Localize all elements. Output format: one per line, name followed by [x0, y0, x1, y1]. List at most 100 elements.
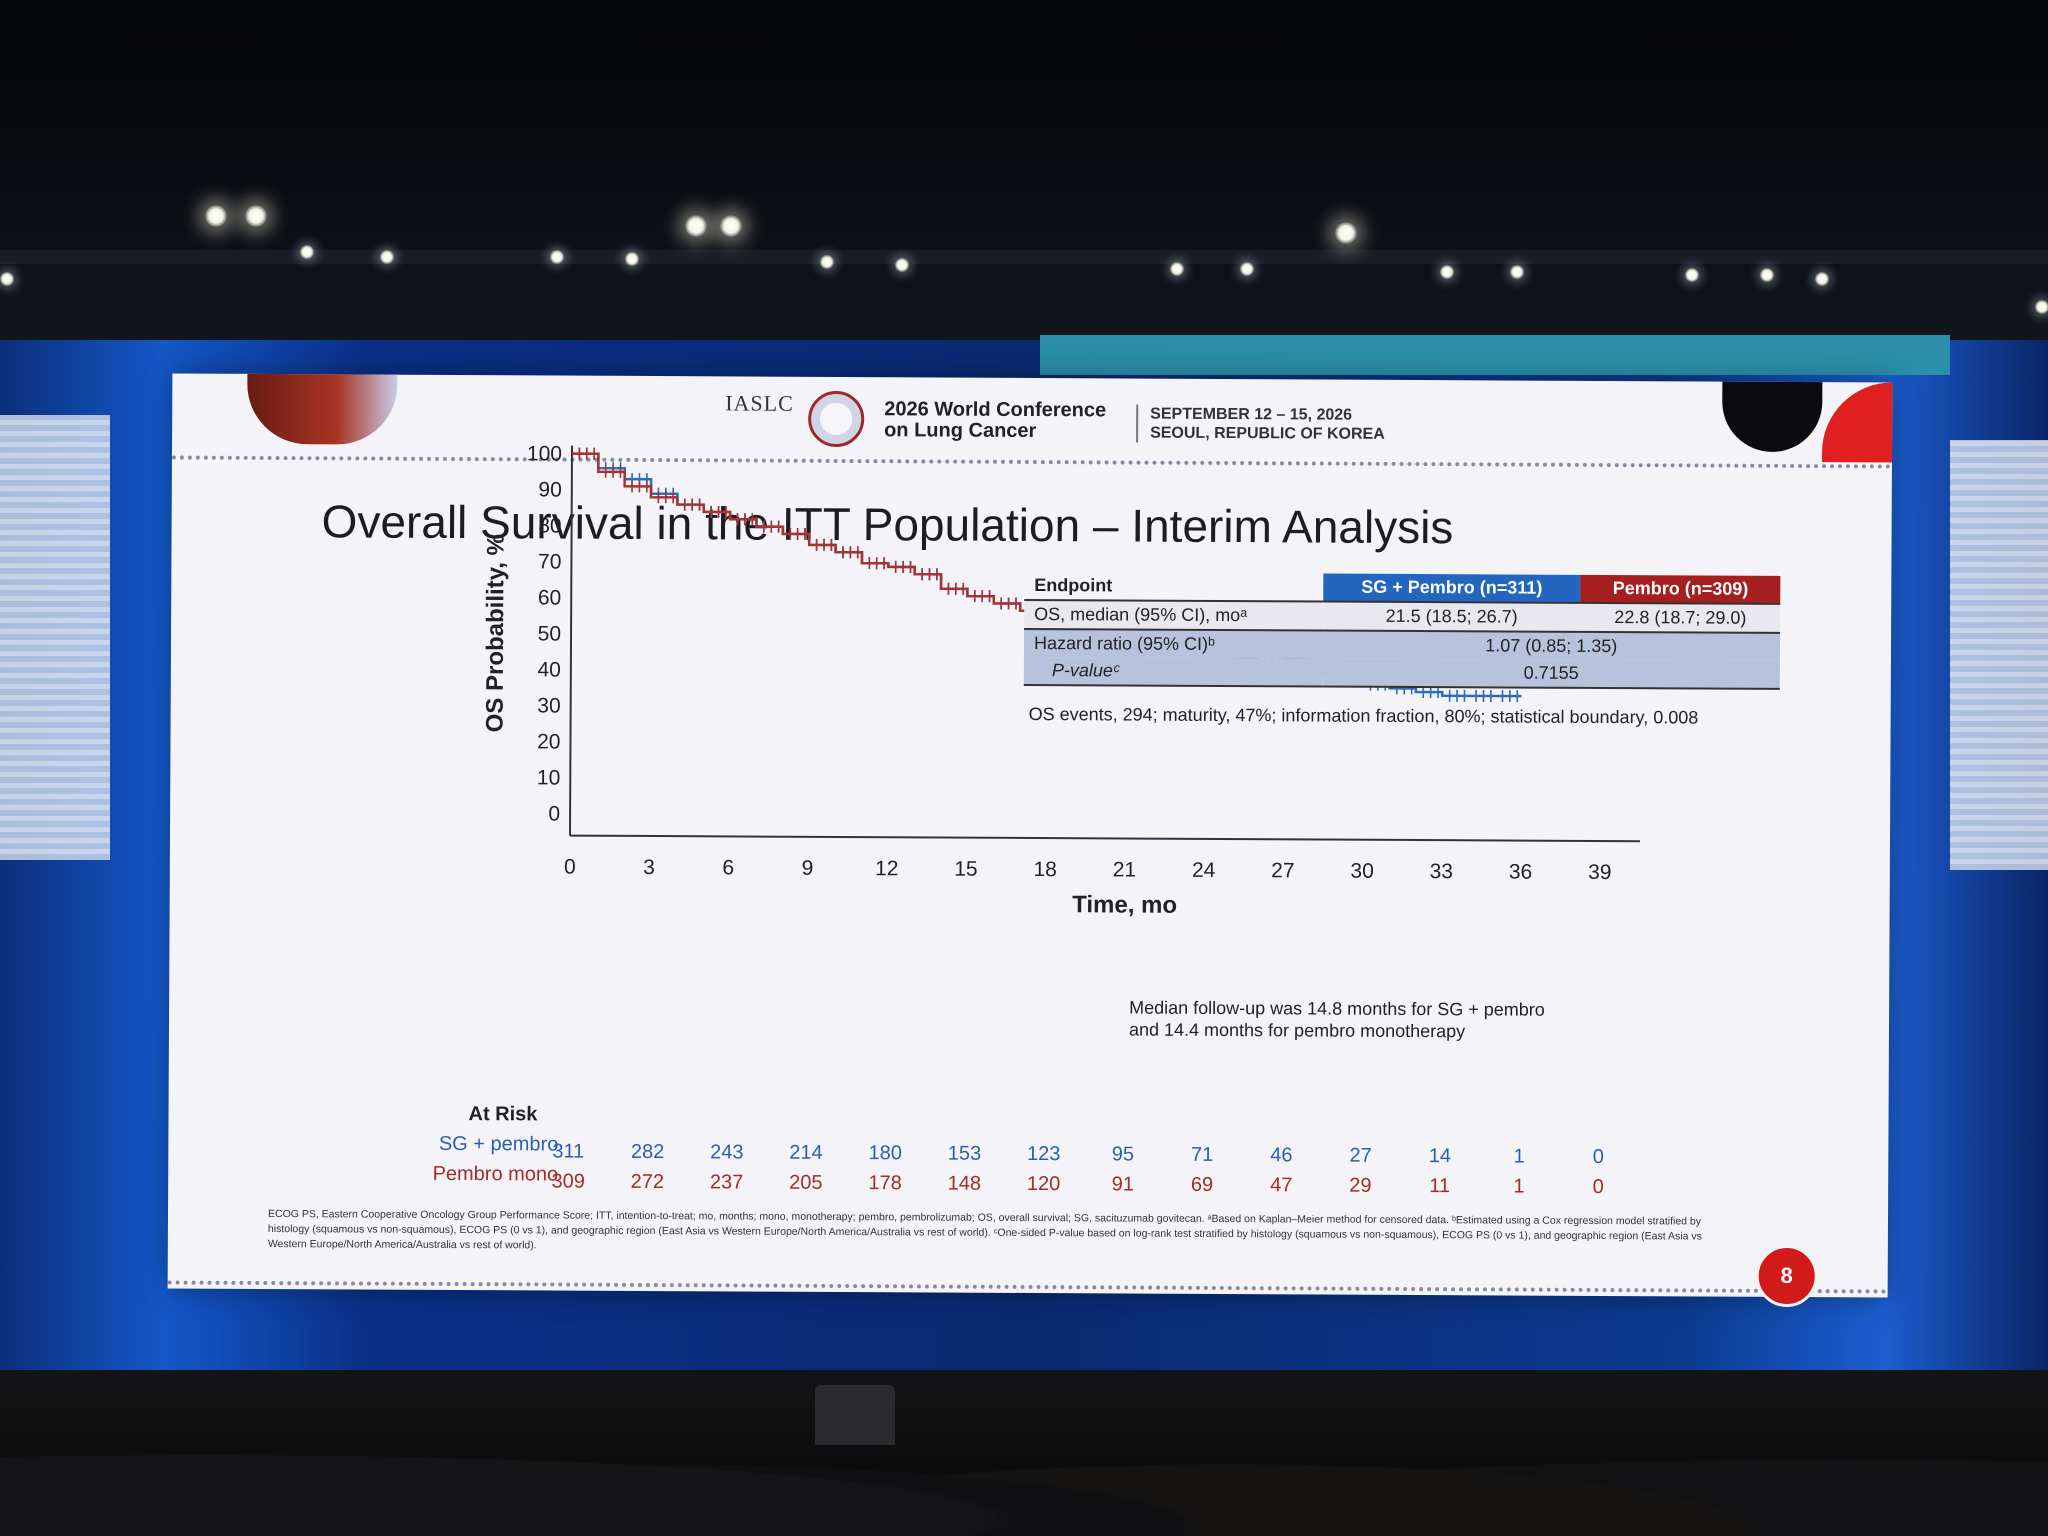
stage-light [1760, 268, 1774, 282]
stage-light [205, 205, 227, 227]
y-tick-label: 90 [538, 478, 561, 501]
hazard-ratio-label: Hazard ratio (95% CI)ᵇ [1023, 628, 1323, 659]
at-risk-value: 205 [789, 1172, 822, 1194]
y-tick-label: 100 [527, 442, 562, 465]
x-axis-title: Time, mo [1072, 891, 1177, 919]
stage-light [300, 245, 314, 259]
x-axis-line [569, 834, 1640, 843]
y-tick-label: 40 [537, 658, 560, 681]
audience-silhouettes [0, 1370, 2048, 1536]
stage-light [1335, 222, 1357, 244]
x-tick-label: 21 [1113, 858, 1136, 881]
stage-light [2035, 300, 2048, 314]
at-risk-value: 282 [631, 1141, 664, 1163]
stage-light [380, 250, 394, 264]
table-row-os-median: OS, median (95% CI), moᵃ 21.5 (18.5; 26.… [1024, 599, 1781, 633]
hazard-ratio-value: 1.07 (0.85; 1.35) [1322, 630, 1781, 661]
x-tick-label: 39 [1588, 861, 1611, 884]
table-row-hazard-ratio: Hazard ratio (95% CI)ᵇ 1.07 (0.85; 1.35) [1023, 628, 1781, 661]
at-risk-value: 180 [869, 1142, 902, 1164]
at-risk-value: 1 [1513, 1146, 1524, 1168]
stage-light [0, 272, 14, 286]
at-risk-value: 47 [1270, 1174, 1292, 1196]
y-tick-label: 30 [537, 694, 560, 717]
stage-light [245, 205, 267, 227]
os-median-sg: 21.5 (18.5; 26.7) [1322, 601, 1581, 632]
at-risk-value: 237 [710, 1171, 743, 1193]
x-tick-label: 30 [1350, 860, 1373, 883]
venue-ceiling [0, 0, 2048, 340]
followup-note: Median follow-up was 14.8 months for SG … [1128, 997, 1545, 1042]
os-median-label: OS, median (95% CI), moᵃ [1024, 599, 1323, 631]
y-tick-label: 20 [537, 730, 560, 753]
at-risk-value: 91 [1112, 1173, 1134, 1195]
os-events-note: OS events, 294; maturity, 47%; informati… [1028, 703, 1699, 728]
at-risk-value: 11 [1429, 1175, 1450, 1197]
stage-light [1815, 272, 1829, 286]
x-tick-label: 3 [643, 856, 655, 879]
table-header-pembro: Pembro (n=309) [1580, 574, 1781, 604]
page-number-badge: 8 [1755, 1244, 1818, 1308]
os-median-pembro: 22.8 (18.7; 29.0) [1580, 602, 1781, 633]
y-tick-label: 0 [548, 802, 560, 825]
stage-light [1170, 262, 1184, 276]
x-tick-label: 24 [1192, 859, 1216, 882]
stage-light [1685, 268, 1699, 282]
stage-light [1240, 262, 1254, 276]
at-risk-value: 27 [1349, 1145, 1371, 1167]
at-risk-value: 123 [1027, 1143, 1060, 1165]
stage-light [820, 255, 834, 269]
x-tick-label: 36 [1509, 861, 1532, 884]
at-risk-value: 0 [1593, 1176, 1604, 1198]
at-risk-value: 243 [710, 1141, 743, 1163]
table-row-p-value: P-valueᶜ 0.7155 [1023, 656, 1780, 689]
x-tick-label: 27 [1271, 859, 1294, 882]
y-tick-label: 80 [538, 514, 561, 537]
stage-light [625, 252, 639, 266]
at-risk-value: 214 [789, 1142, 822, 1164]
at-risk-value: 178 [868, 1172, 901, 1194]
at-risk-value: 272 [631, 1171, 664, 1193]
x-tick-label: 15 [954, 858, 977, 881]
y-tick-label: 10 [537, 766, 560, 789]
at-risk-value: 29 [1349, 1175, 1371, 1197]
stage-light [685, 215, 707, 237]
footnote: ECOG PS, Eastern Cooperative Oncology Gr… [267, 1208, 1702, 1252]
x-tick-label: 9 [802, 857, 814, 880]
table-header-sg-pembro: SG + Pembro (n=311) [1322, 573, 1581, 603]
at-risk-label-pembro: Pembro mono [432, 1162, 559, 1186]
at-risk-value: 120 [1027, 1173, 1060, 1195]
left-side-screen [0, 415, 110, 860]
at-risk-value: 311 [552, 1141, 584, 1163]
at-risk-value: 0 [1593, 1146, 1604, 1168]
at-risk-value: 309 [551, 1170, 584, 1192]
at-risk-title: At Risk [468, 1103, 538, 1126]
at-risk-value: 148 [948, 1173, 981, 1195]
stage-light [895, 258, 909, 272]
stage-light [720, 215, 742, 237]
y-axis-title: OS Probability, % [482, 534, 510, 732]
stage-light [1510, 265, 1524, 279]
lighting-truss [0, 250, 2048, 264]
at-risk-value: 69 [1191, 1174, 1213, 1196]
stage-light [550, 250, 564, 264]
x-tick-label: 18 [1033, 858, 1056, 881]
stage-light [1440, 265, 1454, 279]
at-risk-label-sg: SG + pembro [438, 1132, 559, 1156]
p-value-label: P-valueᶜ [1023, 656, 1323, 687]
x-tick-label: 12 [875, 857, 898, 880]
podium [815, 1385, 895, 1445]
at-risk-value: 153 [948, 1143, 981, 1165]
endpoint-table: Endpoint SG + Pembro (n=311) Pembro (n=3… [1023, 571, 1781, 690]
slide: IASLC 2026 World Conference on Lung Canc… [167, 373, 1893, 1308]
at-risk-value: 46 [1270, 1144, 1292, 1166]
y-tick-label: 50 [538, 622, 561, 645]
x-tick-label: 33 [1430, 860, 1453, 883]
x-tick-label: 0 [564, 856, 576, 879]
table-header-endpoint: Endpoint [1024, 571, 1323, 602]
y-axis-line [568, 445, 574, 836]
at-risk-value: 71 [1191, 1144, 1213, 1166]
led-wall-accent [1040, 335, 1950, 375]
x-tick-label: 6 [722, 856, 734, 879]
